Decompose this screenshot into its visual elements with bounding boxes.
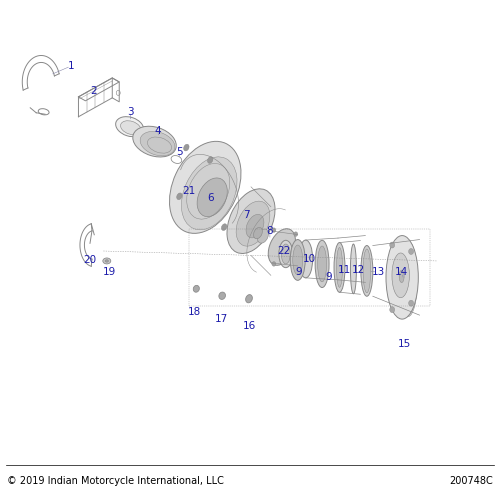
Text: 18: 18 <box>188 307 201 317</box>
Text: 3: 3 <box>128 107 134 117</box>
Ellipse shape <box>290 244 301 258</box>
Text: 7: 7 <box>242 210 250 220</box>
Ellipse shape <box>222 224 227 230</box>
Ellipse shape <box>194 286 200 292</box>
Text: 20: 20 <box>84 255 96 265</box>
Text: 14: 14 <box>395 268 408 278</box>
Ellipse shape <box>363 249 370 293</box>
Ellipse shape <box>294 262 298 267</box>
Text: 12: 12 <box>352 265 365 275</box>
Text: 19: 19 <box>103 268 117 278</box>
Ellipse shape <box>298 240 312 278</box>
Ellipse shape <box>408 300 414 306</box>
Ellipse shape <box>282 244 290 264</box>
Ellipse shape <box>392 253 409 298</box>
Text: 17: 17 <box>214 314 228 324</box>
Text: 2: 2 <box>90 86 96 96</box>
Text: 4: 4 <box>154 126 162 136</box>
Ellipse shape <box>258 229 268 243</box>
Ellipse shape <box>246 214 264 238</box>
Text: 9: 9 <box>296 267 302 277</box>
Text: 21: 21 <box>182 186 196 196</box>
Text: 1: 1 <box>68 61 74 71</box>
Text: 200748C: 200748C <box>449 476 492 486</box>
Ellipse shape <box>272 262 276 266</box>
Ellipse shape <box>140 132 175 156</box>
Ellipse shape <box>197 178 228 216</box>
Text: 10: 10 <box>303 254 316 264</box>
Ellipse shape <box>219 292 226 300</box>
Text: 15: 15 <box>398 340 411 349</box>
Ellipse shape <box>361 246 373 296</box>
Text: © 2019 Indian Motorcycle International, LLC: © 2019 Indian Motorcycle International, … <box>8 476 224 486</box>
Text: 9: 9 <box>325 272 332 282</box>
Text: 11: 11 <box>338 265 351 275</box>
Ellipse shape <box>133 126 176 157</box>
Ellipse shape <box>246 294 252 303</box>
Ellipse shape <box>390 306 394 312</box>
Ellipse shape <box>334 242 345 292</box>
Text: 13: 13 <box>372 268 385 278</box>
Ellipse shape <box>116 116 143 136</box>
Ellipse shape <box>294 232 298 236</box>
Ellipse shape <box>386 236 418 319</box>
Ellipse shape <box>350 244 356 294</box>
Ellipse shape <box>293 245 302 275</box>
Text: 16: 16 <box>242 320 256 330</box>
Ellipse shape <box>272 228 276 232</box>
Text: 6: 6 <box>207 193 214 203</box>
Ellipse shape <box>408 248 414 254</box>
Ellipse shape <box>208 156 213 164</box>
Ellipse shape <box>170 142 241 234</box>
Ellipse shape <box>290 240 305 281</box>
Ellipse shape <box>120 120 141 134</box>
Ellipse shape <box>279 240 293 268</box>
Ellipse shape <box>318 246 326 282</box>
Ellipse shape <box>390 242 394 248</box>
Ellipse shape <box>315 240 329 288</box>
Ellipse shape <box>236 201 270 246</box>
Text: 22: 22 <box>277 246 290 256</box>
Ellipse shape <box>184 144 189 151</box>
Ellipse shape <box>227 189 275 254</box>
Ellipse shape <box>176 193 182 200</box>
Ellipse shape <box>268 228 295 266</box>
Ellipse shape <box>105 260 108 262</box>
Ellipse shape <box>399 270 404 282</box>
Ellipse shape <box>398 241 417 316</box>
Ellipse shape <box>336 248 342 288</box>
Text: 5: 5 <box>176 146 182 156</box>
Text: 8: 8 <box>266 226 273 236</box>
Ellipse shape <box>254 228 262 239</box>
Ellipse shape <box>103 258 111 264</box>
Ellipse shape <box>182 157 237 230</box>
